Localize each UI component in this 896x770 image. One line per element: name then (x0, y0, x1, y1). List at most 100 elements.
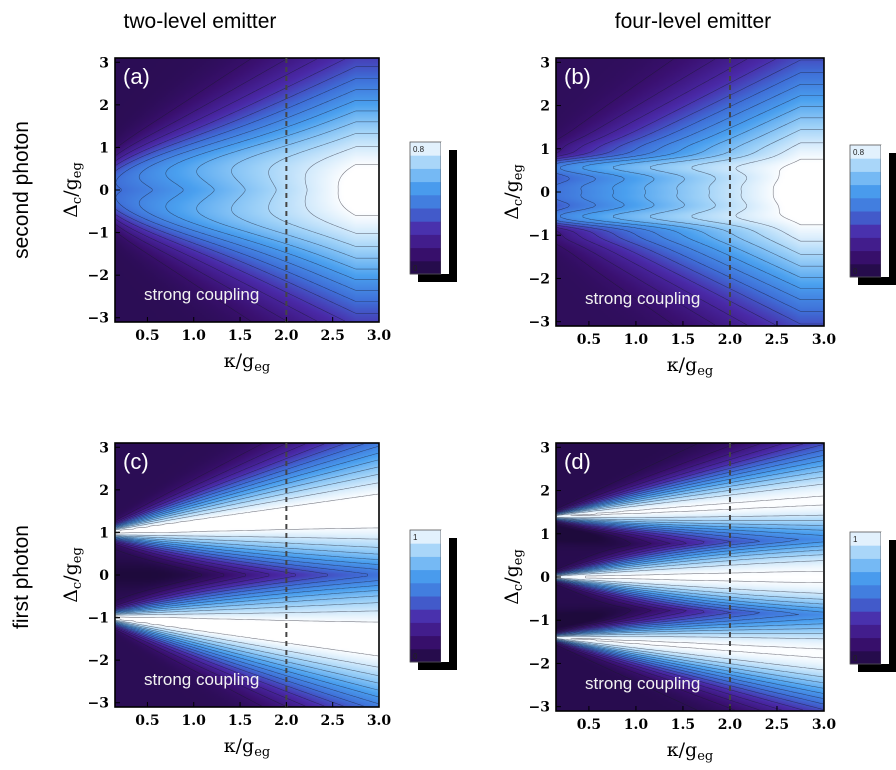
heatmap-image (556, 58, 824, 326)
x-axis-label-subscript: eg (697, 364, 713, 379)
colorbar-swatch (410, 181, 441, 196)
x-axis-label-subscript: eg (254, 745, 270, 760)
strong-coupling-annotation: strong coupling (144, 670, 259, 689)
colorbar-swatch (410, 221, 441, 235)
colorbar-swatch (850, 211, 881, 225)
contour-line (115, 459, 379, 691)
colorbar-swatch (410, 142, 441, 156)
contour-line (115, 446, 379, 704)
colorbar-tick-max: 1 (413, 533, 418, 542)
colorbar-swatch (410, 609, 441, 623)
y-tick-label: −1 (529, 228, 550, 244)
x-tick-label: 3.0 (367, 713, 392, 729)
contour-line (556, 58, 674, 326)
colorbar-swatch (410, 596, 441, 610)
contour-line (115, 78, 378, 302)
contour-line (115, 482, 379, 668)
contour-line (115, 66, 378, 314)
y-axis-label: Δc/geg (501, 164, 526, 220)
x-axis-label-subscript: eg (254, 360, 270, 375)
colorbar-swatch (410, 234, 441, 249)
contour-line (556, 443, 760, 711)
y-axis-label: Δc/geg (60, 162, 85, 218)
colorbar-swatch (410, 648, 441, 663)
colorbar-swatch (410, 208, 441, 222)
y-tick-label: −2 (529, 656, 550, 672)
contour-line (556, 58, 716, 326)
colorbar-swatch (410, 247, 441, 262)
colorbar-swatch (410, 194, 441, 209)
y-tick-label: 1 (99, 140, 109, 156)
colorbar-swatch (850, 250, 881, 265)
x-tick-label: 1.5 (228, 713, 252, 729)
colorbar-swatch (850, 184, 881, 199)
x-tick-label: 3.0 (812, 717, 837, 733)
x-tick-label: 1.5 (671, 717, 695, 733)
contour-line (582, 95, 823, 289)
colorbar-swatch (850, 158, 881, 172)
y-tick-label: 3 (99, 55, 109, 71)
colorbar-swatch (410, 569, 441, 584)
y-tick-label: −2 (88, 653, 109, 669)
colorbar: 01 (409, 529, 457, 670)
contour-line (556, 443, 782, 711)
contour-line (115, 466, 379, 684)
strong-coupling-annotation: strong coupling (144, 285, 259, 304)
colorbar-swatch (850, 145, 881, 159)
x-tick-label: 2.0 (718, 332, 743, 348)
contour-line (115, 474, 379, 676)
strong-coupling-annotation: strong coupling (585, 289, 700, 308)
colorbar-swatch (410, 556, 441, 571)
colorbar: 00.8 (409, 141, 457, 282)
x-tick-label: 3.0 (367, 328, 392, 344)
contour-line (115, 443, 368, 707)
colorbar-tick-max: 0.8 (413, 145, 425, 154)
y-tick-label: −1 (88, 611, 109, 627)
x-tick-label: 0.5 (135, 713, 159, 729)
y-tick-label: −2 (88, 268, 109, 284)
row-title-second-photon: second photon (10, 121, 33, 259)
colorbar-swatch (850, 637, 881, 652)
x-tick-label: 1.5 (671, 332, 695, 348)
x-tick-label: 2.0 (274, 328, 299, 344)
x-tick-label: 1.0 (182, 713, 207, 729)
x-tick-label: 0.5 (577, 717, 601, 733)
y-tick-label: −3 (88, 311, 109, 327)
y-tick-label: 0 (99, 183, 109, 199)
column-title-two-level: two-level emitter (124, 10, 277, 33)
contour-line (735, 142, 823, 242)
y-tick-label: −1 (88, 226, 109, 242)
colorbar-swatch (850, 263, 881, 278)
contour-line (556, 59, 823, 325)
colorbar-swatch (410, 543, 441, 557)
panel-label: (a) (123, 64, 150, 89)
x-tick-label: 1.0 (624, 717, 649, 733)
x-tick-label: 2.5 (765, 332, 789, 348)
contour-line (556, 444, 824, 710)
panel-label: (c) (123, 449, 149, 474)
contour-line (115, 58, 346, 322)
contour-line (691, 129, 823, 255)
strong-coupling-annotation: strong coupling (585, 674, 700, 693)
y-tick-label: −3 (88, 696, 109, 712)
contour-line (556, 470, 824, 684)
colorbar-tick-strip (441, 142, 449, 274)
panel-b: 0.5 1.0 1.5 2.0 2.5 3.0 −3 −2 −1 0 1 2 3 κ/geg Δc/geg (… (501, 55, 896, 379)
y-tick-label: 3 (99, 440, 109, 456)
x-tick-label: 2.5 (321, 713, 345, 729)
colorbar-tick-min: 0 (413, 652, 418, 661)
x-tick-label: 1.5 (228, 328, 252, 344)
contour-line (559, 84, 823, 300)
contour-line (138, 89, 378, 291)
y-tick-label: 0 (540, 185, 550, 201)
colorbar-swatch (410, 530, 441, 544)
contour-line (556, 483, 824, 671)
y-axis-label: Δc/geg (501, 549, 526, 605)
contour-line (556, 465, 824, 689)
y-tick-label: 1 (540, 142, 550, 158)
y-tick-label: 2 (540, 99, 550, 115)
contour-line (772, 158, 823, 226)
y-tick-label: 2 (540, 484, 550, 500)
y-axis-label-part: eg (70, 162, 85, 178)
colorbar-swatch (850, 197, 881, 212)
